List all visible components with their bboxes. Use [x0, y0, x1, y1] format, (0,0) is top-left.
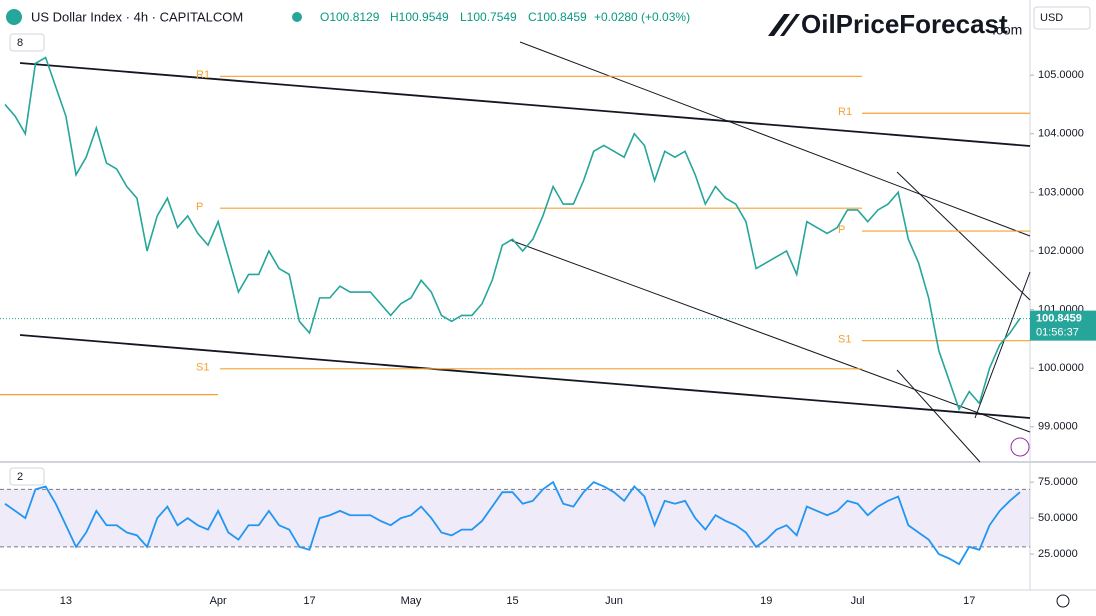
trend-line [19, 334, 1031, 419]
ohlc-high: H100.9549 [390, 10, 449, 24]
rsi-tick-label: 50.0000 [1038, 512, 1078, 524]
y-tick-label: 102.0000 [1038, 245, 1084, 257]
logo: OilPriceForecast .com [768, 9, 1022, 39]
status-dot [292, 12, 302, 22]
ohlc-low: L100.7549 [460, 10, 517, 24]
rsi-tick-label: 25.0000 [1038, 548, 1078, 560]
rsi-indicator-count: 2 [17, 471, 23, 483]
indicator-count: 8 [17, 37, 23, 49]
rsi-band [0, 489, 1030, 547]
x-tick-label: Apr [210, 595, 227, 607]
price-tag-value: 100.8459 [1036, 313, 1082, 325]
pivot-label: S1 [838, 334, 851, 346]
logo-text: OilPriceForecast [801, 9, 1008, 39]
pivot-label: R1 [838, 106, 852, 118]
currency-select[interactable] [1033, 6, 1091, 30]
price-tag [1030, 310, 1096, 341]
change: +0.0280 (+0.03%) [594, 10, 690, 24]
x-tick-label: Jun [605, 595, 623, 607]
trend-line [519, 41, 1031, 237]
pane-borders [0, 0, 1096, 591]
chart-title[interactable]: US Dollar Index · 4h · CAPITALCOM [31, 9, 243, 24]
price-line [4, 56, 1021, 412]
logo-suffix: .com [992, 22, 1022, 38]
trend-line [509, 239, 1031, 433]
replay-icon[interactable] [1010, 437, 1030, 457]
countdown: 01:56:37 [1036, 327, 1079, 339]
x-tick-label: 15 [506, 595, 518, 607]
y-tick-label: 104.0000 [1038, 128, 1084, 140]
pivot-label: P [838, 224, 845, 236]
x-tick-label: May [401, 595, 422, 607]
marks: 99.0000100.0000101.0000102.0000103.00001… [0, 56, 1096, 607]
y-tick-label: 105.0000 [1038, 69, 1084, 81]
trend-lines [19, 41, 1031, 463]
currency: USD [1040, 12, 1063, 24]
trend-line [896, 369, 981, 463]
trend-line [19, 62, 1031, 147]
trend-line [896, 171, 1031, 301]
pivot-label: S1 [196, 362, 209, 374]
logo-icon [768, 14, 800, 36]
indicators-toggle[interactable] [9, 33, 45, 52]
y-tick-label: 99.0000 [1038, 421, 1078, 433]
x-tick-label: 17 [303, 595, 315, 607]
x-tick-label: 13 [60, 595, 72, 607]
rsi-line [4, 480, 1021, 566]
settings-icon[interactable] [1056, 594, 1070, 608]
y-tick-label: 103.0000 [1038, 186, 1084, 198]
y-tick-label: 100.0000 [1038, 362, 1084, 374]
pivot-label: R1 [196, 69, 210, 81]
x-tick-label: 17 [963, 595, 975, 607]
ohlc-open: O100.8129 [320, 10, 380, 24]
x-tick-label: 19 [760, 595, 772, 607]
x-tick-label: Jul [851, 595, 865, 607]
symbol-icon [6, 9, 22, 25]
ohlc-close: C100.8459 [528, 10, 587, 24]
rsi-toggle[interactable] [9, 467, 45, 486]
pivot-label: P [196, 201, 203, 213]
rsi-tick-label: 75.0000 [1038, 476, 1078, 488]
trend-line [974, 271, 1031, 419]
